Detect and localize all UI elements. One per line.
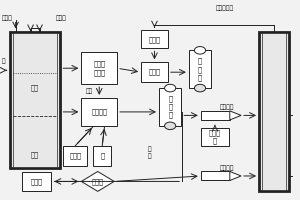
Bar: [259, 32, 289, 191]
Bar: [22, 171, 52, 191]
Text: 雾化介
质: 雾化介 质: [209, 129, 221, 144]
Bar: [189, 50, 211, 88]
Text: 气化炉废水: 气化炉废水: [216, 6, 234, 11]
Text: 添加剂: 添加剂: [69, 152, 81, 159]
Bar: [63, 146, 87, 166]
Bar: [201, 128, 229, 146]
Text: 乳化罐: 乳化罐: [148, 69, 160, 75]
Bar: [159, 88, 182, 126]
Polygon shape: [230, 171, 241, 180]
Text: 废水: 废水: [31, 85, 39, 91]
Bar: [141, 62, 168, 82]
Bar: [262, 33, 286, 190]
Text: 化废水: 化废水: [2, 16, 13, 21]
Text: 油: 油: [2, 58, 6, 64]
Bar: [93, 146, 111, 166]
Ellipse shape: [165, 122, 176, 130]
Bar: [201, 111, 230, 120]
Text: 废水: 废水: [86, 88, 93, 94]
Bar: [10, 32, 60, 168]
Polygon shape: [230, 111, 241, 120]
Text: 过滤器: 过滤器: [92, 178, 104, 185]
Text: 储
浆
罐: 储 浆 罐: [168, 96, 172, 118]
Bar: [201, 171, 230, 180]
Text: 残
液: 残 液: [147, 147, 151, 159]
Text: 储
油
罐: 储 油 罐: [198, 58, 202, 81]
Text: 污泥: 污泥: [31, 151, 39, 158]
Bar: [81, 52, 117, 84]
Bar: [13, 33, 57, 167]
Text: 乳化剂: 乳化剂: [148, 36, 160, 43]
Ellipse shape: [194, 84, 206, 92]
Bar: [141, 30, 168, 48]
Ellipse shape: [165, 84, 176, 92]
Ellipse shape: [194, 47, 206, 54]
Text: 搅拌罐: 搅拌罐: [31, 178, 43, 185]
Text: 油水分
离装置: 油水分 离装置: [93, 61, 105, 76]
Text: 絮凝剂: 絮凝剂: [56, 16, 67, 21]
Bar: [81, 98, 117, 126]
Text: 制浆装置: 制浆装置: [91, 109, 107, 115]
Polygon shape: [81, 171, 114, 191]
Text: 机械喷嘴: 机械喷嘴: [220, 166, 235, 171]
Text: 气力喷嘴: 气力喷嘴: [220, 104, 235, 110]
Text: 煤: 煤: [100, 152, 104, 159]
